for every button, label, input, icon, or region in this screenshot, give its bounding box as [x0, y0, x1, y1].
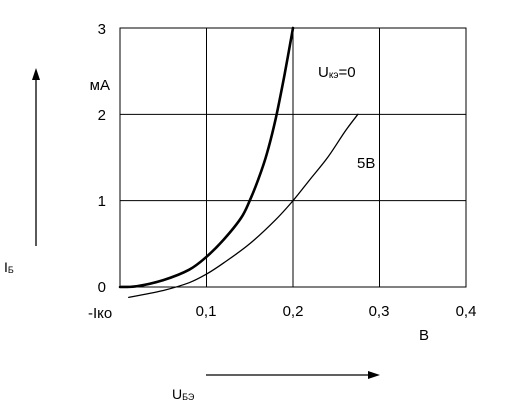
series-line-1 [118, 26, 295, 289]
x-tick-label-0-3: 0,3 [369, 303, 390, 320]
curve-label-5v: 5В [357, 155, 375, 172]
y-unit-label: мА [90, 77, 110, 94]
ube-sub: БЭ [182, 392, 195, 402]
x-tick-label-0-1: 0,1 [196, 303, 217, 320]
y-tick-label-1: 1 [98, 193, 106, 210]
y-tick-label-3: 3 [98, 21, 106, 38]
ube-arrow-head-icon [368, 371, 380, 379]
ib-arrow-head-icon [32, 68, 40, 80]
curve-label-uke0: Uкэ=0 [318, 64, 356, 81]
ube-main: U [172, 386, 182, 402]
neg-ik0-label: -Iко [88, 305, 112, 322]
series-group [118, 26, 359, 299]
x-tick-label-0-4: 0,4 [456, 303, 477, 320]
ube-axis-title: UБЭ [172, 386, 195, 402]
y-tick-label-2: 2 [98, 107, 106, 124]
grid [120, 28, 466, 287]
series-line-2 [128, 113, 359, 299]
uke-main: U [318, 64, 329, 81]
x-tick-label-0-2: 0,2 [283, 303, 304, 320]
uke-sub: кэ [329, 70, 339, 81]
y-tick-label-0: 0 [98, 279, 106, 296]
ib-sub: Б [8, 265, 14, 275]
uke-value: =0 [338, 64, 355, 81]
x-unit-label: В [419, 327, 429, 344]
ib-axis-title: IБ [4, 259, 14, 275]
ib-main: I [4, 259, 8, 275]
